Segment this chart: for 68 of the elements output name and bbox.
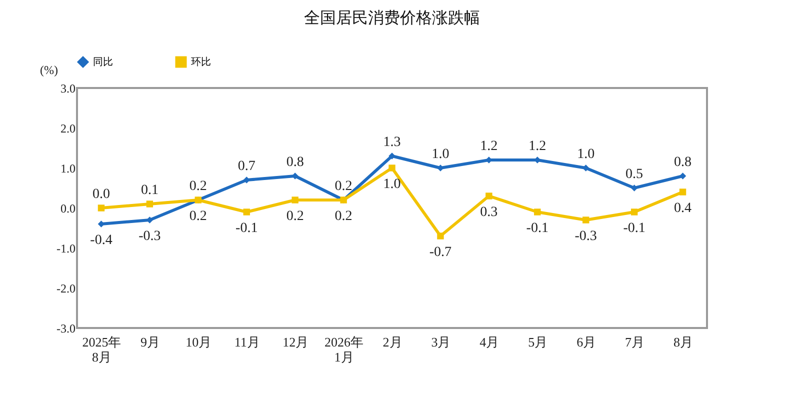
y-tick-label: 3.0 bbox=[60, 82, 76, 96]
data-label: 1.0 bbox=[432, 147, 450, 162]
data-label: 0.2 bbox=[189, 209, 207, 224]
x-tick-label: 12月 bbox=[282, 334, 309, 350]
x-tick-label: 2025年 8月 bbox=[82, 334, 122, 364]
x-tick-label: 2月 bbox=[382, 334, 402, 350]
y-tick-label: -2.0 bbox=[56, 282, 76, 296]
data-label: 0.3 bbox=[480, 205, 498, 220]
point bbox=[437, 164, 444, 172]
data-label: 0.7 bbox=[238, 159, 256, 174]
point bbox=[292, 172, 298, 180]
chart-title: 全国居民消费价格涨跌幅 bbox=[304, 8, 480, 27]
point bbox=[146, 216, 154, 224]
y-tick-label: 1.0 bbox=[60, 162, 76, 176]
data-label: 0.2 bbox=[189, 179, 207, 194]
x-tick-label: 5月 bbox=[528, 334, 548, 350]
data-label: -0.1 bbox=[236, 221, 258, 236]
x-tick-label: 4月 bbox=[480, 334, 500, 350]
point bbox=[679, 172, 686, 180]
point bbox=[388, 164, 396, 172]
y-tick-label: -1.0 bbox=[56, 242, 76, 256]
point bbox=[534, 208, 541, 216]
y-tick-label: 0.0 bbox=[60, 202, 76, 216]
point bbox=[630, 184, 638, 192]
data-label: 0.2 bbox=[334, 209, 352, 224]
data-label: 0.1 bbox=[140, 183, 158, 198]
point bbox=[146, 200, 154, 208]
data-label: -0.1 bbox=[526, 221, 548, 236]
y-axis-title: (%) bbox=[40, 63, 58, 77]
data-label: 0.2 bbox=[334, 179, 352, 194]
data-label: 0.8 bbox=[674, 155, 692, 170]
legend-label: 环比 bbox=[191, 56, 211, 68]
data-label: -0.4 bbox=[90, 233, 112, 248]
point bbox=[243, 176, 250, 184]
data-label: -0.7 bbox=[429, 245, 452, 260]
data-label: 0.2 bbox=[286, 209, 304, 224]
point bbox=[630, 208, 638, 216]
point bbox=[582, 216, 590, 224]
x-tick-label: 6月 bbox=[576, 334, 596, 350]
point bbox=[388, 152, 396, 160]
x-tick-label: 8月 bbox=[674, 334, 694, 350]
point bbox=[437, 232, 444, 240]
point bbox=[292, 196, 298, 204]
point bbox=[243, 208, 250, 216]
data-label: -0.3 bbox=[138, 229, 161, 244]
data-label: 0.4 bbox=[674, 201, 692, 216]
x-tick-label: 7月 bbox=[625, 334, 645, 350]
data-label: -0.1 bbox=[623, 221, 646, 236]
x-tick-label: 9月 bbox=[140, 334, 160, 350]
x-tick-label: 3月 bbox=[431, 334, 451, 350]
data-label: 0.8 bbox=[286, 155, 304, 170]
point bbox=[679, 188, 686, 196]
x-tick-label: 10月 bbox=[186, 334, 212, 350]
data-label: 1.3 bbox=[383, 135, 401, 150]
legend-label: 同比 bbox=[93, 56, 113, 68]
data-label: 1.2 bbox=[480, 139, 498, 154]
point bbox=[98, 204, 105, 212]
data-label: -0.3 bbox=[574, 229, 597, 244]
x-tick-label: 2026年 1月 bbox=[324, 334, 364, 364]
point bbox=[486, 192, 492, 200]
y-tick-label: 2.0 bbox=[60, 122, 76, 136]
data-label: 1.2 bbox=[528, 139, 546, 154]
data-label: 1.0 bbox=[383, 177, 401, 192]
data-label: 0.0 bbox=[92, 187, 110, 202]
data-label: 1.0 bbox=[577, 147, 595, 162]
data-label: 0.5 bbox=[626, 167, 644, 182]
y-tick-label: -3.0 bbox=[56, 322, 76, 336]
x-tick-label: 11月 bbox=[234, 334, 260, 350]
